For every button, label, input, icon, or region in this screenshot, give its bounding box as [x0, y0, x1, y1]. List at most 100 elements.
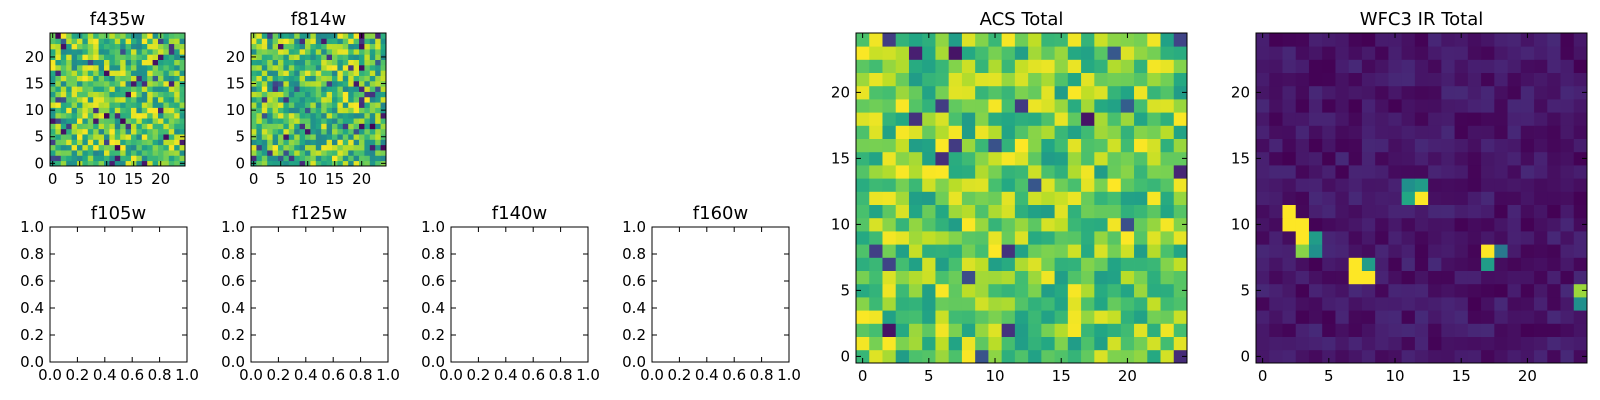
heatmap-cell	[353, 75, 360, 82]
heatmap-cell	[1494, 349, 1508, 364]
heatmap-cell	[1322, 151, 1336, 166]
heatmap-cell	[1014, 231, 1029, 245]
y-tick-label: 5	[34, 128, 44, 146]
heatmap-cell	[114, 38, 121, 45]
heatmap-cell	[1014, 297, 1029, 311]
heatmap-cell	[310, 54, 317, 60]
heatmap-cell	[109, 123, 116, 130]
heatmap-cell	[1401, 217, 1416, 232]
heatmap-cell	[1454, 336, 1469, 351]
heatmap-cell	[369, 70, 376, 76]
axes-frame	[250, 32, 387, 167]
heatmap-cell	[1335, 151, 1350, 166]
heatmap-cell	[251, 118, 257, 124]
heatmap-cell	[1454, 125, 1469, 139]
heatmap-cell	[948, 270, 963, 285]
heatmap-cell	[174, 139, 180, 146]
heatmap-cell	[988, 151, 1003, 166]
y-tick-label: 0.0	[221, 353, 245, 371]
heatmap-cell	[305, 123, 311, 130]
heatmap-cell	[125, 43, 132, 50]
heatmap-cell	[342, 48, 349, 55]
heatmap-cell	[1414, 59, 1429, 73]
heatmap-cell	[251, 43, 257, 50]
x-tick-label: 15	[1452, 367, 1471, 385]
heatmap-cell	[856, 257, 870, 271]
y-tick-label: 0	[1240, 347, 1250, 365]
heatmap-cell	[1322, 336, 1336, 351]
heatmap-cell	[55, 134, 62, 140]
heatmap-cell	[1547, 257, 1561, 271]
heatmap-cell	[1401, 112, 1416, 126]
heatmap-cell	[1520, 310, 1535, 324]
heatmap-cell	[1173, 336, 1188, 351]
heatmap-cell	[261, 54, 268, 60]
heatmap-cell	[163, 75, 170, 82]
heatmap-cell	[1256, 138, 1270, 153]
heatmap-cell	[961, 310, 976, 324]
heatmap-cell	[1467, 72, 1482, 87]
heatmap-cell	[1348, 217, 1363, 232]
heatmap-cell	[82, 70, 89, 76]
heatmap-cell	[1173, 46, 1188, 60]
heatmap-cell	[353, 139, 360, 146]
heatmap-cell	[961, 270, 976, 285]
heatmap-cell	[1147, 99, 1161, 113]
heatmap-cell	[104, 155, 110, 162]
heatmap-cell	[71, 123, 78, 130]
heatmap-cell	[299, 33, 306, 39]
heatmap-cell	[310, 38, 317, 45]
heatmap-cell	[1282, 151, 1297, 166]
heatmap-cell	[1547, 349, 1561, 364]
heatmap-cell	[1160, 72, 1175, 87]
heatmap-cell	[375, 144, 381, 151]
heatmap-cell	[1534, 85, 1548, 100]
heatmap-cell	[147, 160, 153, 167]
heatmap-cell	[310, 43, 317, 50]
heatmap-cell	[375, 150, 381, 156]
heatmap-cell	[147, 91, 153, 98]
heatmap-cell	[1401, 231, 1416, 245]
heatmap-cell	[332, 38, 338, 45]
heatmap-cell	[364, 33, 371, 39]
heatmap-cell	[315, 86, 322, 92]
heatmap-cell	[332, 64, 338, 71]
heatmap-cell	[158, 155, 164, 162]
heatmap-cell	[1467, 165, 1482, 179]
heatmap-cell	[1401, 244, 1416, 258]
heatmap-cell	[1388, 297, 1403, 311]
heatmap-cell	[1282, 297, 1297, 311]
y-tick-label: 1.0	[20, 218, 44, 236]
heatmap-cell	[1081, 323, 1095, 337]
heatmap-cell	[163, 33, 170, 39]
heatmap-cell	[1256, 99, 1270, 113]
heatmap-cell	[1256, 151, 1270, 166]
heatmap-cell	[1547, 336, 1561, 351]
heatmap-cell	[109, 75, 116, 82]
heatmap-cell	[158, 118, 164, 124]
heatmap-cell	[988, 244, 1003, 258]
heatmap-cell	[60, 91, 67, 98]
heatmap-cell	[375, 38, 381, 45]
heatmap-cell	[961, 191, 976, 205]
heatmap-cell	[1094, 270, 1108, 285]
heatmap-cells	[856, 33, 1188, 364]
x-tick-label: 0.4	[695, 366, 719, 384]
x-tick-label: 10	[97, 170, 116, 188]
heatmap-cell	[961, 257, 976, 271]
heatmap-cell	[93, 112, 99, 119]
heatmap-cell	[158, 43, 164, 50]
heatmap-cell	[152, 86, 159, 92]
heatmap-cell	[948, 349, 963, 364]
heatmap-cell	[141, 144, 148, 151]
heatmap-cell	[1348, 112, 1363, 126]
heatmap-cell	[315, 48, 322, 55]
heatmap-cell	[1014, 151, 1029, 166]
heatmap-cell	[869, 191, 883, 205]
heatmap-cell	[87, 75, 94, 82]
heatmap-cell	[114, 33, 121, 39]
heatmap-cell	[71, 160, 78, 167]
heatmap-cell	[1494, 138, 1508, 153]
heatmap-cell	[1428, 99, 1442, 113]
